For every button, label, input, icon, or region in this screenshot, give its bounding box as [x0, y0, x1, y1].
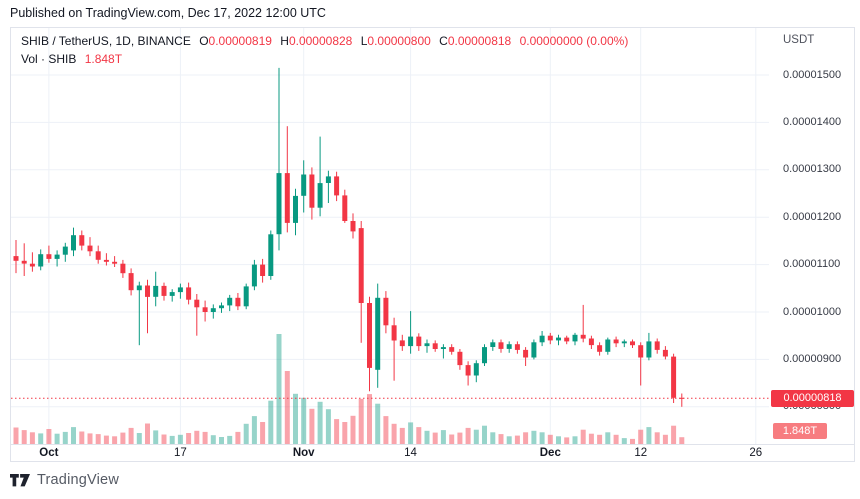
tradingview-brand-text[interactable]: TradingView — [37, 472, 119, 488]
ohlc-close: C0.00000818 — [439, 34, 512, 48]
time-tick: Nov — [292, 447, 315, 459]
time-axis-extension — [769, 444, 854, 462]
price-tick: 0.00001300 — [783, 163, 842, 176]
published-bar: Published on TradingView.com, Dec 17, 20… — [10, 6, 326, 20]
time-tick: 12 — [634, 447, 648, 459]
time-tick: 17 — [173, 447, 187, 459]
price-tick: 0.00001100 — [783, 258, 841, 271]
volume-value: 1.848T — [84, 51, 123, 66]
change-value: 0.00000000 (0.00%) — [519, 34, 629, 48]
candlestick-layer — [13, 67, 685, 407]
tradingview-logo-icon[interactable] — [10, 473, 30, 487]
ohlc-low: L0.00000800 — [360, 34, 431, 48]
time-tick: Dec — [539, 447, 561, 459]
legend-row-symbol: SHIB / TetherUS, 1D, BINANCE O0.00000819… — [21, 33, 633, 51]
time-axis[interactable]: Oct 17 Nov 14 Dec 12 26 — [11, 444, 769, 462]
time-tick: Oct — [39, 447, 59, 459]
time-tick: 14 — [404, 447, 417, 459]
ohlc-open: O0.00000819 — [199, 34, 272, 48]
volume-layer — [13, 334, 685, 444]
plot-svg[interactable] — [11, 28, 769, 444]
footer: TradingView — [10, 472, 119, 488]
legend-row-volume: Vol · SHIB 1.848T — [21, 51, 633, 69]
price-axis-currency: USDT — [783, 34, 815, 46]
price-tick: 0.00001000 — [783, 305, 842, 318]
chart-legend: SHIB / TetherUS, 1D, BINANCE O0.00000819… — [21, 33, 633, 68]
price-tick: 0.00001500 — [783, 68, 842, 81]
volume-label: Vol · SHIB — [21, 51, 77, 66]
ohlc-high: H0.00000828 — [280, 34, 353, 48]
price-tick: 0.00001400 — [783, 115, 842, 128]
last-volume-badge: 1.848T — [773, 423, 827, 439]
last-price-badge: 0.00000818 — [771, 389, 854, 407]
time-tick: 26 — [749, 447, 763, 459]
chart-widget: SHIB / TetherUS, 1D, BINANCE O0.00000819… — [10, 27, 855, 462]
price-tick: 0.00000900 — [783, 352, 842, 365]
price-tick: 0.00001200 — [783, 210, 842, 223]
symbol-title: SHIB / TetherUS, 1D, BINANCE — [21, 34, 191, 48]
